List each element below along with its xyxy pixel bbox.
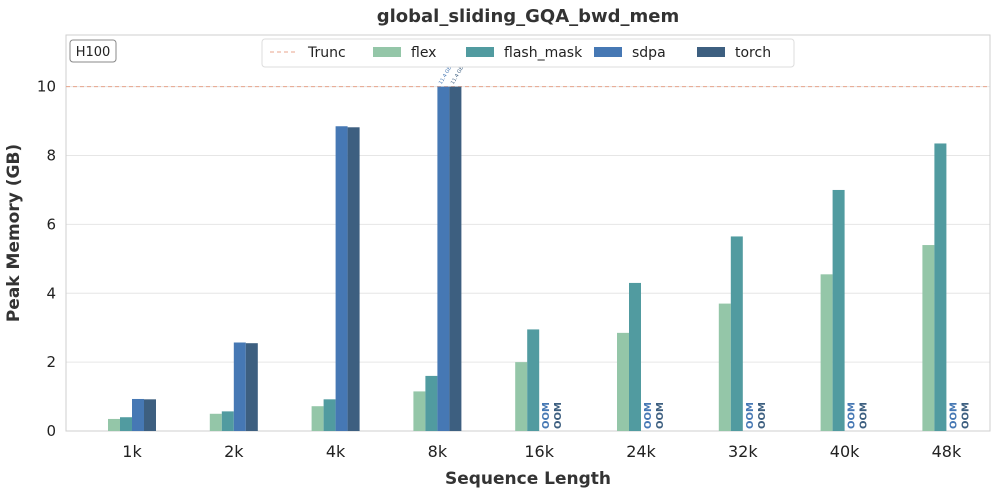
x-tick-label: 16k bbox=[524, 442, 554, 461]
y-tick-label: 2 bbox=[46, 353, 56, 371]
chart-title: global_sliding_GQA_bwd_mem bbox=[377, 6, 680, 27]
x-axis-ticks: 1k 2k 4k 8k 16k 24k 32k 40k 48k bbox=[122, 442, 962, 461]
bar-flex-16k bbox=[515, 362, 528, 431]
bar-flash_mask-40k bbox=[832, 189, 845, 431]
legend: Trunc flex flash_mask sdpa torch bbox=[261, 38, 795, 68]
oom-label: OOM bbox=[553, 402, 564, 429]
bar-flash_mask-24k bbox=[629, 282, 641, 431]
x-tick-label: 2k bbox=[224, 442, 244, 461]
bar-flash_mask-48k bbox=[934, 143, 947, 432]
bar-torch-8k bbox=[449, 86, 462, 432]
bar-torch-2k bbox=[245, 343, 258, 431]
x-tick-label: 8k bbox=[428, 442, 448, 461]
hardware-badge: H100 bbox=[69, 39, 117, 63]
legend-label: flash_mask bbox=[504, 45, 583, 61]
bar-flex-32k bbox=[718, 303, 731, 431]
y-tick-label: 4 bbox=[46, 284, 56, 302]
bar-flash_mask-4k bbox=[323, 399, 336, 431]
x-tick-label: 1k bbox=[122, 442, 142, 461]
bar-flex-24k bbox=[617, 332, 629, 431]
bar-sdpa-2k bbox=[233, 342, 246, 431]
x-tick-label: 4k bbox=[326, 442, 346, 461]
bar-torch-4k bbox=[347, 127, 360, 431]
y-tick-label: 10 bbox=[37, 78, 56, 96]
oom-label: OOM bbox=[960, 402, 971, 429]
legend-swatch-flash_mask bbox=[466, 47, 494, 57]
legend-label: Trunc bbox=[307, 45, 346, 61]
y-axis-ticks: 0 2 4 6 8 10 bbox=[37, 78, 56, 440]
hardware-badge-box bbox=[69, 39, 117, 63]
y-axis-label: Peak Memory (GB) bbox=[4, 144, 24, 322]
bar-sdpa-4k bbox=[335, 126, 348, 432]
legend-swatch-torch bbox=[697, 47, 725, 57]
oom-label: OOM bbox=[643, 402, 654, 429]
x-tick-label: 24k bbox=[626, 442, 656, 461]
bar-flex-1k bbox=[108, 418, 120, 431]
legend-label: sdpa bbox=[632, 45, 666, 61]
bar-sdpa-8k bbox=[437, 86, 450, 432]
hardware-badge-label: H100 bbox=[76, 45, 111, 60]
bar-flex-4k bbox=[311, 406, 324, 431]
legend-label: flex bbox=[411, 45, 436, 61]
bar-flex-2k bbox=[209, 413, 222, 431]
bar-flex-48k bbox=[922, 245, 935, 431]
bar-flash_mask-2k bbox=[221, 411, 234, 431]
bar-flex-40k bbox=[820, 274, 833, 431]
y-tick-label: 0 bbox=[46, 422, 56, 440]
bar-flash_mask-1k bbox=[120, 417, 132, 431]
legend-label: torch bbox=[735, 45, 771, 61]
y-tick-label: 6 bbox=[46, 215, 56, 233]
oom-label: OOM bbox=[847, 402, 858, 429]
x-axis-label: Sequence Length bbox=[445, 469, 611, 489]
bar-flash_mask-32k bbox=[730, 236, 743, 431]
oom-label: OOM bbox=[859, 402, 870, 429]
oom-label: OOM bbox=[655, 402, 666, 429]
bar-flex-8k bbox=[413, 391, 426, 431]
bar-torch-1k bbox=[144, 399, 156, 431]
legend-swatch-flex bbox=[373, 47, 401, 57]
bar-flash_mask-16k bbox=[527, 329, 540, 431]
x-tick-label: 40k bbox=[830, 442, 860, 461]
bar-flash_mask-8k bbox=[425, 375, 438, 431]
x-tick-label: 48k bbox=[932, 442, 962, 461]
bars bbox=[108, 86, 947, 432]
oom-label: OOM bbox=[948, 402, 959, 429]
legend-box bbox=[261, 38, 795, 68]
oom-label: OOM bbox=[745, 402, 756, 429]
bar-sdpa-1k bbox=[132, 398, 144, 431]
oom-label: OOM bbox=[757, 402, 768, 429]
y-tick-label: 8 bbox=[46, 147, 56, 165]
legend-swatch-sdpa bbox=[594, 47, 622, 57]
oom-label: OOM bbox=[541, 402, 552, 429]
x-tick-label: 32k bbox=[728, 442, 758, 461]
